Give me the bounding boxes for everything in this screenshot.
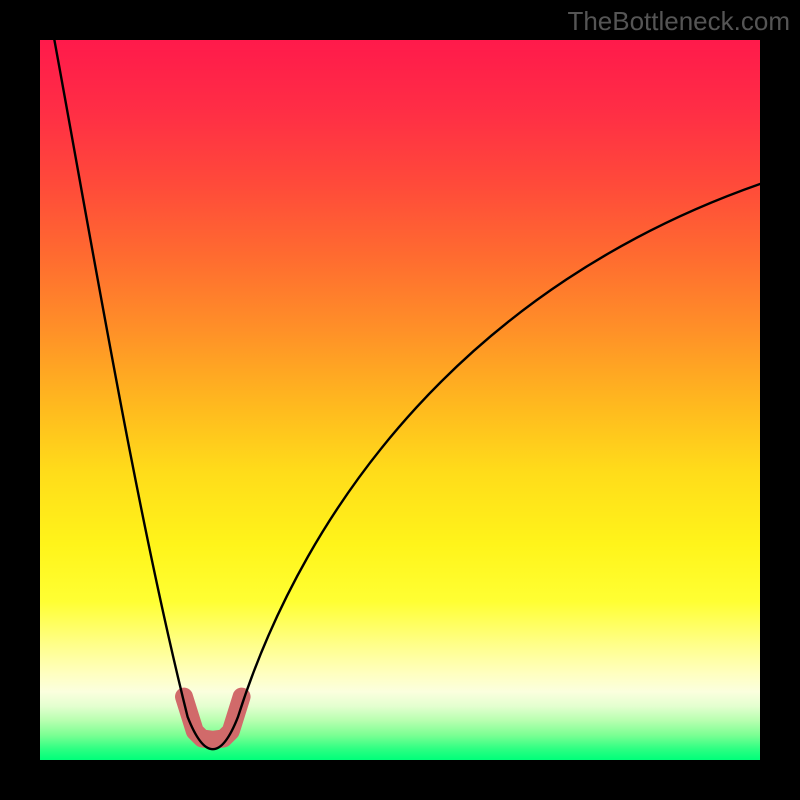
watermark-text: TheBottleneck.com (567, 6, 790, 37)
gradient-background (40, 40, 760, 760)
canvas-root: TheBottleneck.com (0, 0, 800, 800)
plot-svg (40, 40, 760, 760)
plot-area (40, 40, 760, 760)
